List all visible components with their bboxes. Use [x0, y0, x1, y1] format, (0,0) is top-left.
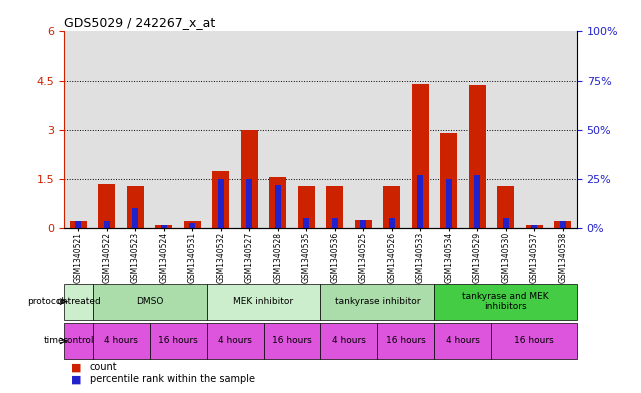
- Bar: [104, 221, 110, 228]
- Bar: [531, 225, 537, 228]
- Bar: [292, 31, 320, 228]
- Text: 16 hours: 16 hours: [158, 336, 198, 345]
- Bar: [263, 31, 292, 228]
- Bar: [92, 284, 206, 320]
- Bar: [121, 31, 149, 228]
- Bar: [241, 130, 258, 228]
- Text: 16 hours: 16 hours: [514, 336, 554, 345]
- Bar: [435, 323, 492, 359]
- Bar: [64, 284, 92, 320]
- Bar: [320, 284, 435, 320]
- Bar: [383, 186, 400, 228]
- Bar: [235, 31, 263, 228]
- Bar: [469, 86, 486, 228]
- Bar: [132, 208, 138, 228]
- Bar: [435, 284, 577, 320]
- Bar: [526, 225, 543, 228]
- Bar: [320, 31, 349, 228]
- Bar: [326, 186, 344, 228]
- Bar: [98, 184, 115, 228]
- Bar: [64, 323, 92, 359]
- Bar: [554, 221, 571, 228]
- Bar: [354, 220, 372, 228]
- Text: untreated: untreated: [56, 297, 101, 306]
- Bar: [178, 31, 206, 228]
- Text: protocol: protocol: [27, 297, 64, 306]
- Text: 4 hours: 4 hours: [332, 336, 366, 345]
- Bar: [412, 84, 429, 228]
- Bar: [218, 179, 224, 228]
- Text: tankyrase and MEK
inhibitors: tankyrase and MEK inhibitors: [462, 292, 549, 311]
- Bar: [503, 218, 509, 228]
- Bar: [64, 31, 92, 228]
- Bar: [435, 31, 463, 228]
- Text: ■: ■: [71, 374, 81, 384]
- Bar: [127, 186, 144, 228]
- Bar: [92, 31, 121, 228]
- Text: 4 hours: 4 hours: [218, 336, 252, 345]
- Bar: [378, 323, 435, 359]
- Bar: [206, 323, 263, 359]
- Text: MEK inhibitor: MEK inhibitor: [233, 297, 294, 306]
- Bar: [246, 179, 253, 228]
- Bar: [492, 31, 520, 228]
- Bar: [320, 323, 378, 359]
- Bar: [474, 175, 480, 228]
- Bar: [417, 175, 423, 228]
- Bar: [184, 221, 201, 228]
- Bar: [70, 221, 87, 228]
- Text: 16 hours: 16 hours: [386, 336, 426, 345]
- Bar: [189, 223, 196, 228]
- Bar: [161, 225, 167, 228]
- Text: time: time: [44, 336, 64, 345]
- Bar: [549, 31, 577, 228]
- Bar: [520, 31, 549, 228]
- Bar: [406, 31, 435, 228]
- Text: 4 hours: 4 hours: [104, 336, 138, 345]
- Text: tankyrase inhibitor: tankyrase inhibitor: [335, 297, 420, 306]
- Bar: [275, 185, 281, 228]
- Bar: [212, 171, 229, 228]
- Bar: [497, 186, 514, 228]
- Text: percentile rank within the sample: percentile rank within the sample: [90, 374, 254, 384]
- Bar: [445, 179, 452, 228]
- Text: 4 hours: 4 hours: [446, 336, 480, 345]
- Bar: [349, 31, 378, 228]
- Bar: [206, 31, 235, 228]
- Bar: [440, 133, 457, 228]
- Bar: [263, 323, 320, 359]
- Bar: [388, 218, 395, 228]
- Bar: [149, 31, 178, 228]
- Bar: [76, 221, 81, 228]
- Bar: [560, 221, 565, 228]
- Bar: [149, 323, 206, 359]
- Bar: [269, 177, 287, 228]
- Bar: [463, 31, 492, 228]
- Text: GDS5029 / 242267_x_at: GDS5029 / 242267_x_at: [64, 16, 215, 29]
- Text: count: count: [90, 362, 117, 373]
- Text: control: control: [63, 336, 94, 345]
- Text: 16 hours: 16 hours: [272, 336, 312, 345]
- Bar: [155, 225, 172, 228]
- Text: DMSO: DMSO: [136, 297, 163, 306]
- Bar: [297, 186, 315, 228]
- Text: ■: ■: [71, 362, 81, 373]
- Bar: [303, 218, 309, 228]
- Bar: [492, 323, 577, 359]
- Bar: [360, 220, 366, 228]
- Bar: [92, 323, 149, 359]
- Bar: [378, 31, 406, 228]
- Bar: [332, 218, 338, 228]
- Bar: [206, 284, 320, 320]
